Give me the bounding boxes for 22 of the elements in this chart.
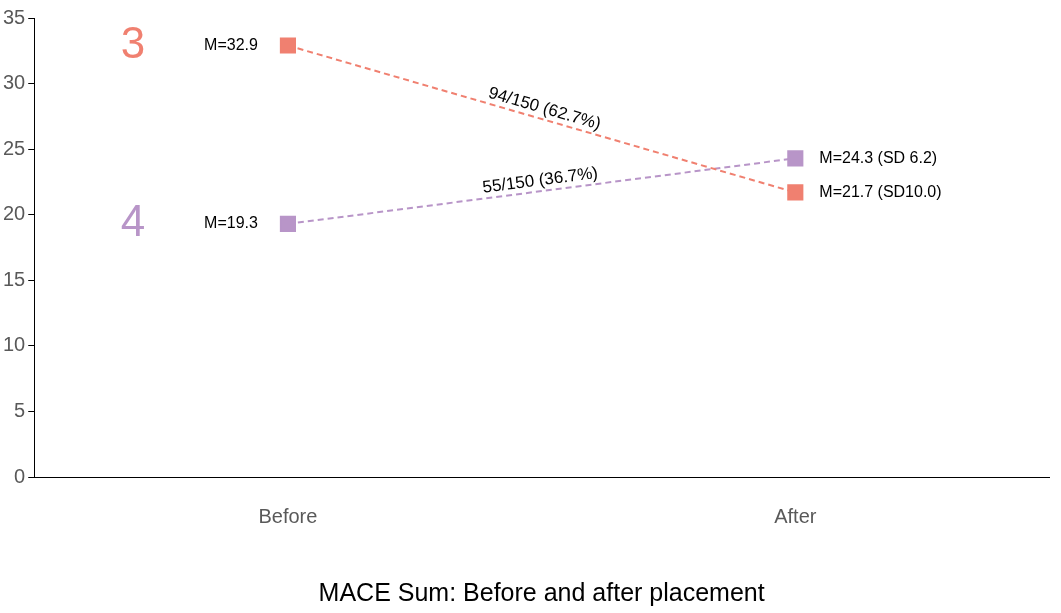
y-tick-label: 25: [3, 136, 26, 159]
text: 4: [120, 196, 146, 246]
data-label: M=24.3 (SD 6.2): [819, 148, 938, 166]
annotation: 55/150 (36.7%): [481, 163, 599, 197]
y-tick-label: 30: [3, 71, 26, 94]
text: 3: [120, 17, 146, 67]
y-tick-label: 10: [3, 333, 26, 356]
point: [279, 215, 297, 232]
y-tick-label: 15: [3, 267, 26, 290]
y-tick-label: 5: [14, 398, 26, 421]
data-label: M=19.3: [204, 214, 259, 232]
y-tick-label: 20: [3, 202, 26, 225]
y-tick-label: 0: [14, 464, 26, 487]
data-label: M=32.9: [204, 35, 259, 53]
x-axis-title: MACE Sum: Before and after placement: [318, 577, 765, 606]
x-tick-label: After: [774, 504, 817, 527]
y-tick-label: 35: [3, 5, 26, 28]
data-label: M=21.7 (SD10.0): [819, 182, 942, 200]
x-tick-label: Before: [258, 504, 318, 527]
point: [279, 37, 297, 54]
point: [787, 150, 804, 167]
point: [787, 184, 804, 201]
